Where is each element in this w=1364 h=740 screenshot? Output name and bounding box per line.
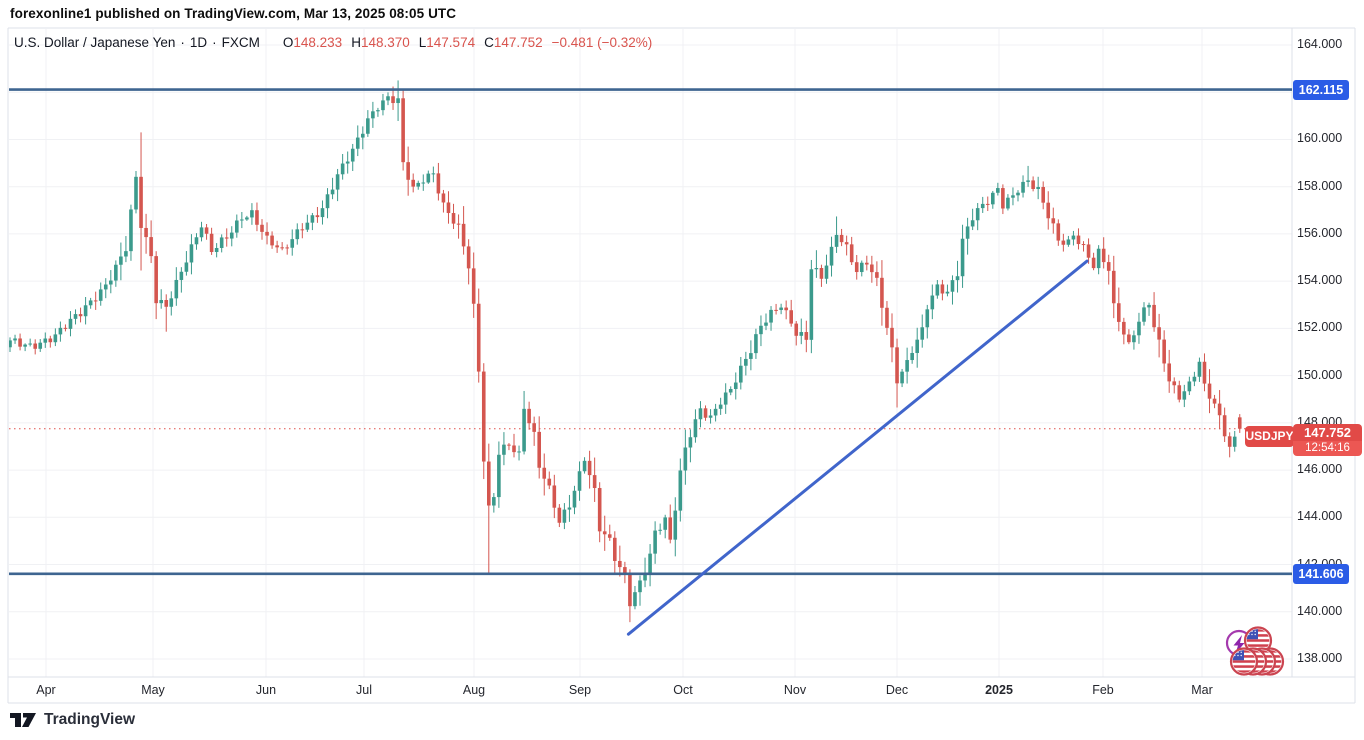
- time-tick-label: May: [141, 683, 165, 697]
- price-tick-label: 150.000: [1297, 367, 1343, 382]
- symbol-price-tag: USDJPY: [1245, 426, 1294, 447]
- economic-events-icons[interactable]: [1222, 612, 1286, 684]
- level-price-label-low: 141.606: [1293, 564, 1349, 584]
- price-tick-label: 164.000: [1297, 37, 1343, 51]
- time-tick-label: Sep: [568, 683, 592, 697]
- symbol-title: U.S. Dollar / Japanese Yen: [14, 35, 176, 50]
- tradingview-logo[interactable]: TradingView: [10, 710, 135, 730]
- price-tick-label: 146.000: [1297, 462, 1343, 477]
- legend-separator: ·: [180, 35, 185, 50]
- price-tick-label: 138.000: [1297, 651, 1343, 665]
- chart-frame: [7, 27, 1356, 704]
- interval-label: 1D: [189, 35, 208, 50]
- time-tick-label: 2025: [985, 683, 1013, 697]
- last-price-value: 147.752: [1293, 424, 1362, 441]
- time-tick-label: Nov: [783, 683, 807, 697]
- price-tick-label: 140.000: [1297, 603, 1343, 618]
- candlestick-series: [9, 80, 1242, 623]
- time-tick-label: Apr: [36, 683, 56, 697]
- bar-countdown: 12:54:16: [1293, 441, 1362, 456]
- price-tick-label: 156.000: [1297, 225, 1343, 240]
- level-price-label-high: 162.115: [1293, 80, 1349, 100]
- price-tick-label: 160.000: [1297, 131, 1343, 146]
- exchange-label: FXCM: [221, 35, 260, 50]
- time-tick-label: Mar: [1191, 683, 1213, 697]
- time-tick-label: Feb: [1092, 683, 1114, 697]
- ohlc-values: O148.233 H148.370 L147.574 C147.752 −0.481 (…: [282, 35, 653, 50]
- us-flag-icon: [1229, 647, 1259, 676]
- time-tick-label: Aug: [462, 683, 486, 697]
- price-tick-label: 154.000: [1297, 273, 1343, 288]
- tradingview-logo-icon: [10, 713, 36, 727]
- time-tick-label: Jul: [356, 683, 372, 697]
- time-tick-label: Jun: [255, 683, 277, 697]
- publisher-line: forexonline1 published on TradingView.co…: [10, 6, 457, 21]
- change-value: −0.481 (−0.32%): [551, 35, 653, 50]
- price-tick-label: 158.000: [1297, 178, 1343, 193]
- grid-lines: [9, 29, 1292, 677]
- time-tick-label: Dec: [885, 683, 909, 697]
- price-tick-label: 152.000: [1297, 320, 1343, 335]
- trend-line-drawing[interactable]: [626, 259, 1089, 636]
- symbol-legend[interactable]: U.S. Dollar / Japanese Yen · 1D · FXCM O148.2…: [14, 35, 652, 50]
- time-tick-label: Oct: [673, 683, 693, 697]
- horizontal-ray-drawings[interactable]: [9, 88, 1292, 576]
- tradingview-logo-text: TradingView: [44, 711, 136, 728]
- price-tick-label: 144.000: [1297, 509, 1343, 524]
- last-price-badge: 147.752 12:54:16: [1293, 424, 1362, 456]
- legend-separator: ·: [212, 35, 217, 50]
